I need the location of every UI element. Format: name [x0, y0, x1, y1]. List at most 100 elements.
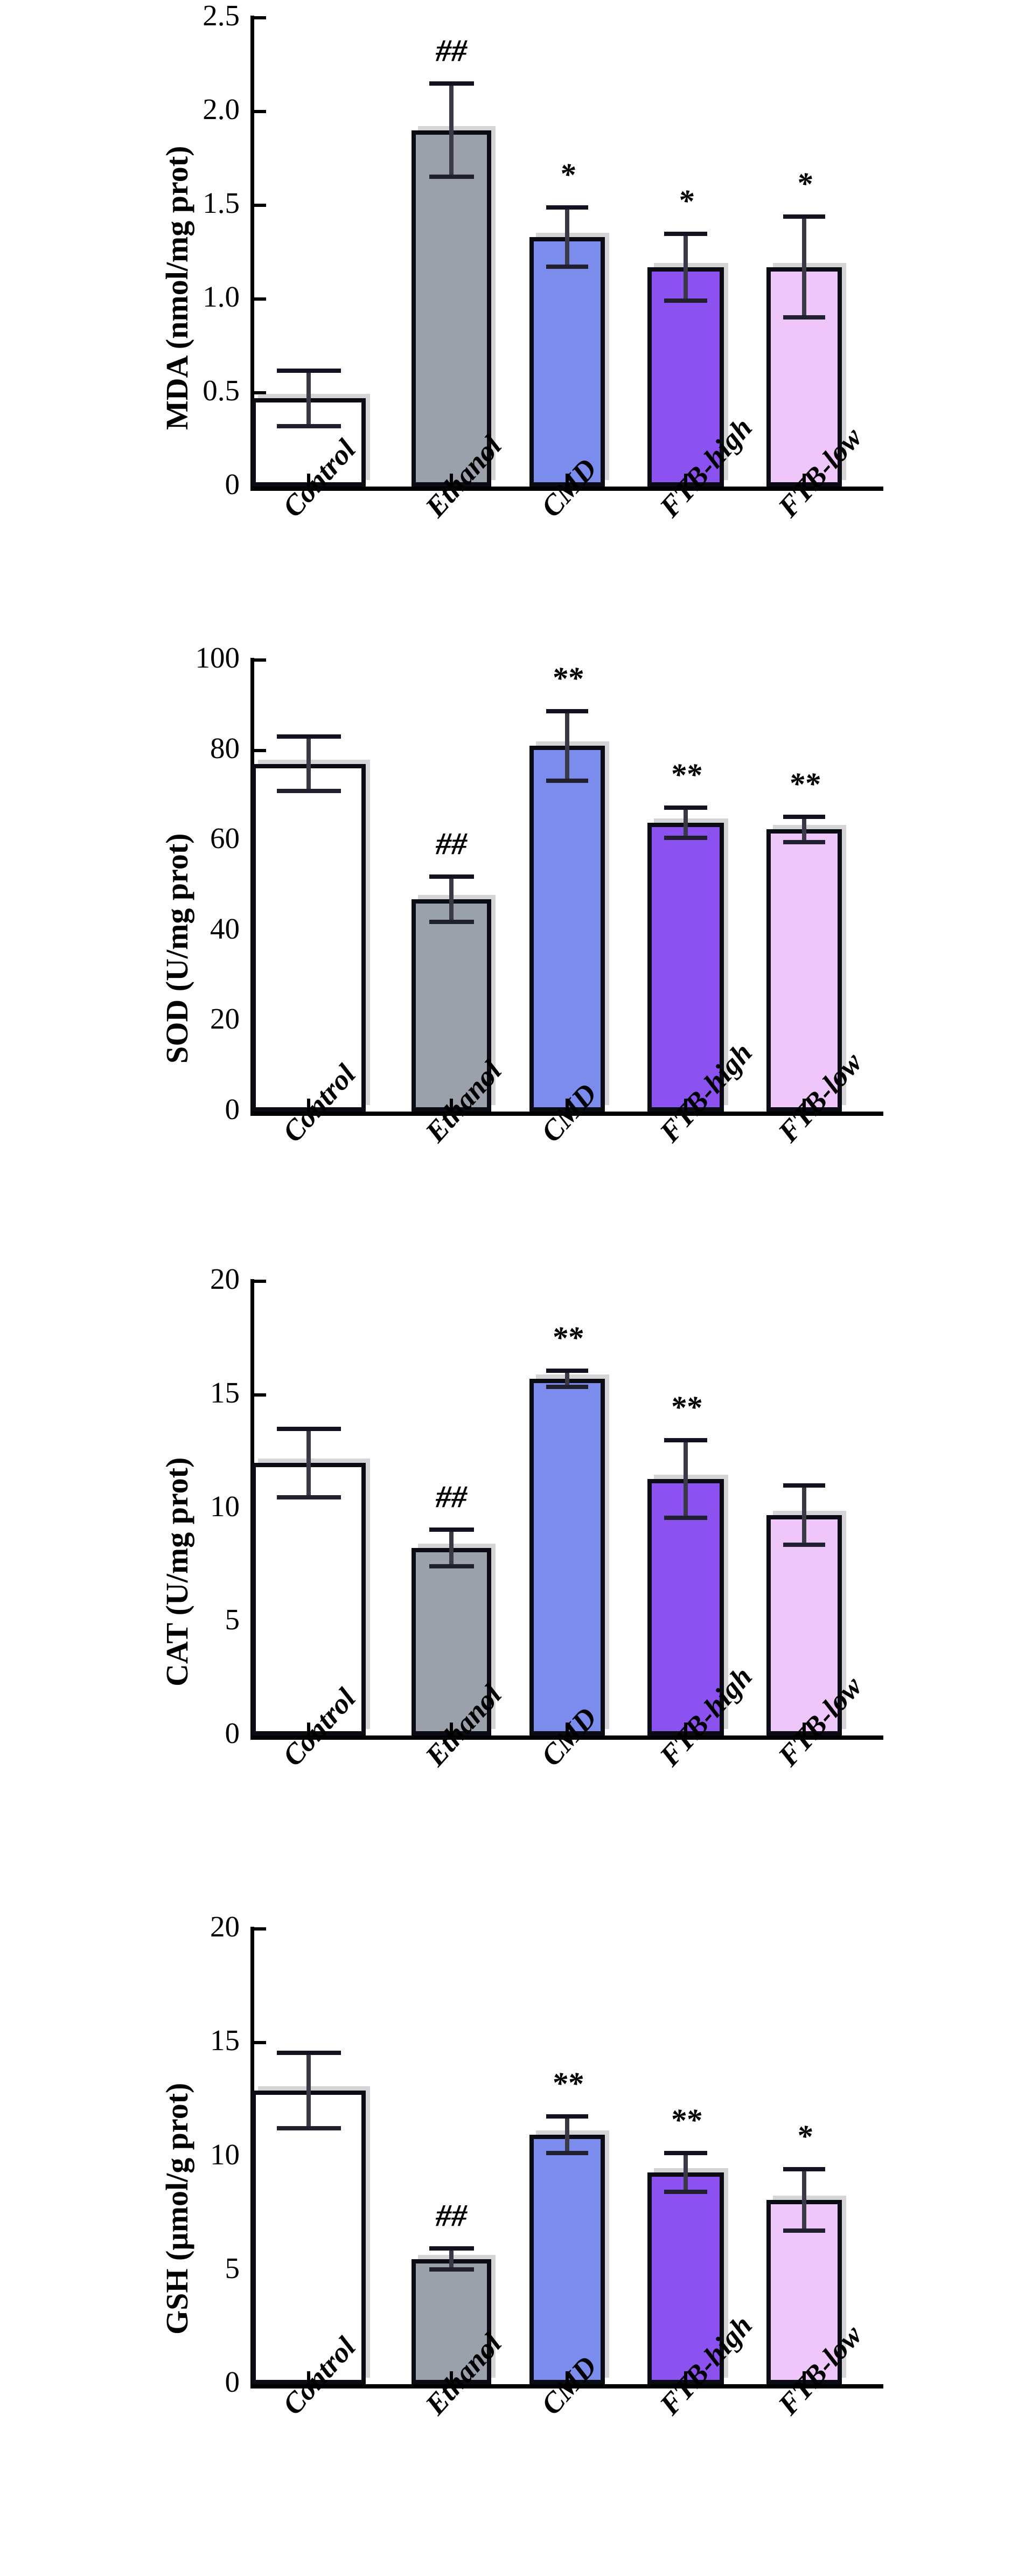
y-axis-tick-label: 20	[210, 1262, 240, 1295]
bar-ftb-low[interactable]	[766, 829, 842, 1112]
y-axis-tick	[254, 1393, 266, 1397]
significance-marker-cmd: **	[552, 660, 583, 696]
error-bar-cap-upper-control	[276, 2051, 341, 2056]
error-bar-cap-lower-ftb-high	[664, 835, 707, 840]
error-bar-cap-upper-ftb-high	[664, 2150, 707, 2155]
x-axis-tick-cmd	[566, 1099, 569, 1112]
x-axis-tick-ftb-high	[684, 2371, 687, 2384]
error-bar-line-ftb-high	[684, 231, 688, 303]
x-axis-line	[250, 1112, 883, 1116]
x-axis-tick-ethanol	[450, 1723, 453, 1735]
error-bar-cap-lower-ftb-low	[783, 2228, 825, 2233]
error-bar-cap-upper-ftb-low	[783, 814, 825, 819]
y-axis-tick-label: 80	[210, 731, 240, 765]
y-axis-tick-label: 0	[225, 2365, 240, 2398]
significance-marker-ethanol: ##	[436, 1479, 467, 1515]
error-bar-cap-lower-cmd	[546, 1385, 588, 1390]
significance-marker-cmd: *	[559, 157, 575, 192]
x-axis-tick-cmd	[566, 474, 569, 487]
x-axis-tick-ftb-low	[803, 474, 806, 487]
x-axis-tick-control	[307, 474, 310, 487]
error-bar-cap-upper-ethanol	[429, 874, 474, 879]
error-bar-line-ftb-high	[684, 2150, 688, 2195]
significance-marker-cmd: **	[552, 2066, 583, 2101]
error-bar-cap-lower-ftb-high	[664, 1515, 707, 1520]
bar-control[interactable]	[252, 763, 366, 1112]
error-bar-line-cmd	[565, 2114, 569, 2156]
error-bar-cap-upper-ftb-low	[783, 214, 825, 219]
error-bar-cap-lower-ethanol	[429, 1564, 474, 1569]
x-axis-tick-control	[307, 2371, 310, 2384]
x-axis-tick-cmd	[566, 2371, 569, 2384]
error-bar-line-ethanol	[449, 1527, 454, 1569]
error-bar-cap-lower-ftb-low	[783, 315, 825, 320]
error-bar-cap-lower-cmd	[546, 2151, 588, 2156]
x-axis-tick-ethanol	[450, 2371, 453, 2384]
error-bar-line-ethanol	[449, 874, 454, 925]
x-axis-tick-ethanol	[450, 1099, 453, 1112]
significance-marker-ftb-high: **	[670, 756, 701, 792]
error-bar-cap-lower-cmd	[546, 265, 588, 269]
error-bar-line-ftb-low	[802, 814, 806, 844]
y-axis-tick	[254, 748, 266, 752]
error-bar-cap-lower-control	[276, 1495, 341, 1499]
x-axis-line	[250, 1735, 883, 1740]
y-axis-tick	[254, 110, 266, 113]
x-axis-tick-control	[307, 1723, 310, 1735]
x-axis-line	[250, 2384, 883, 2388]
error-bar-cap-upper-cmd	[546, 1369, 588, 1373]
error-bar-cap-lower-ftb-high	[664, 298, 707, 303]
error-bar-line-ftb-low	[802, 1483, 806, 1547]
error-bar-line-control	[306, 2051, 311, 2130]
x-axis-tick-ftb-high	[684, 474, 687, 487]
x-axis-tick-ftb-high	[684, 1099, 687, 1112]
y-axis-tick-label: 5	[225, 1603, 240, 1636]
significance-marker-ftb-low: *	[796, 2118, 812, 2154]
significance-marker-ethanol: ##	[436, 826, 467, 862]
x-axis-tick-ftb-low	[803, 2371, 806, 2384]
y-axis-tick-label: 0	[225, 1717, 240, 1749]
y-axis-tick-label: 10	[210, 2137, 240, 2171]
error-bar-cap-upper-ethanol	[429, 1527, 474, 1532]
error-bar-cap-upper-cmd	[546, 2114, 588, 2119]
significance-marker-ethanol: ##	[436, 2198, 467, 2233]
y-axis-tick	[254, 1927, 266, 1931]
error-bar-line-ethanol	[449, 81, 454, 179]
bar-ethanol[interactable]	[412, 2259, 491, 2384]
x-axis-tick-ftb-low	[803, 1099, 806, 1112]
x-axis-tick-cmd	[566, 1723, 569, 1735]
x-axis-line	[250, 487, 883, 491]
x-axis-tick-ftb-high	[684, 1723, 687, 1735]
error-bar-cap-upper-ethanol	[429, 2246, 474, 2251]
error-bar-cap-upper-ftb-high	[664, 1438, 707, 1442]
y-axis-tick-label: 2.5	[203, 0, 240, 32]
error-bar-cap-lower-ethanol	[429, 175, 474, 179]
bar-cmd[interactable]	[529, 746, 605, 1112]
y-axis-tick-label: 5	[225, 2251, 240, 2285]
x-axis-tick-ethanol	[450, 474, 453, 487]
error-bar-cap-upper-control	[276, 368, 341, 373]
y-axis-tick	[254, 485, 266, 488]
error-bar-cap-lower-ethanol	[429, 2267, 474, 2272]
y-axis-tick	[254, 16, 266, 19]
significance-marker-ethanol: ##	[436, 33, 467, 68]
bar-ftb-high[interactable]	[647, 1478, 724, 1735]
y-axis-tick-label: 100	[195, 641, 240, 674]
error-bar-line-control	[306, 1426, 311, 1499]
y-axis-title: GSH (µmol/g prot)	[159, 2082, 194, 2335]
y-axis-tick	[254, 1734, 266, 1737]
y-axis-tick-label: 15	[210, 2024, 240, 2057]
error-bar-cap-upper-ethanol	[429, 81, 474, 86]
y-axis-tick	[254, 2041, 266, 2045]
bar-ftb-high[interactable]	[647, 822, 724, 1112]
x-axis-tick-control	[307, 1099, 310, 1112]
error-bar-line-ethanol	[449, 2246, 454, 2272]
significance-marker-ftb-high: *	[678, 183, 694, 218]
error-bar-cap-lower-control	[276, 789, 341, 794]
bar-cmd[interactable]	[529, 2135, 605, 2384]
error-bar-line-ftb-low	[802, 2167, 806, 2233]
